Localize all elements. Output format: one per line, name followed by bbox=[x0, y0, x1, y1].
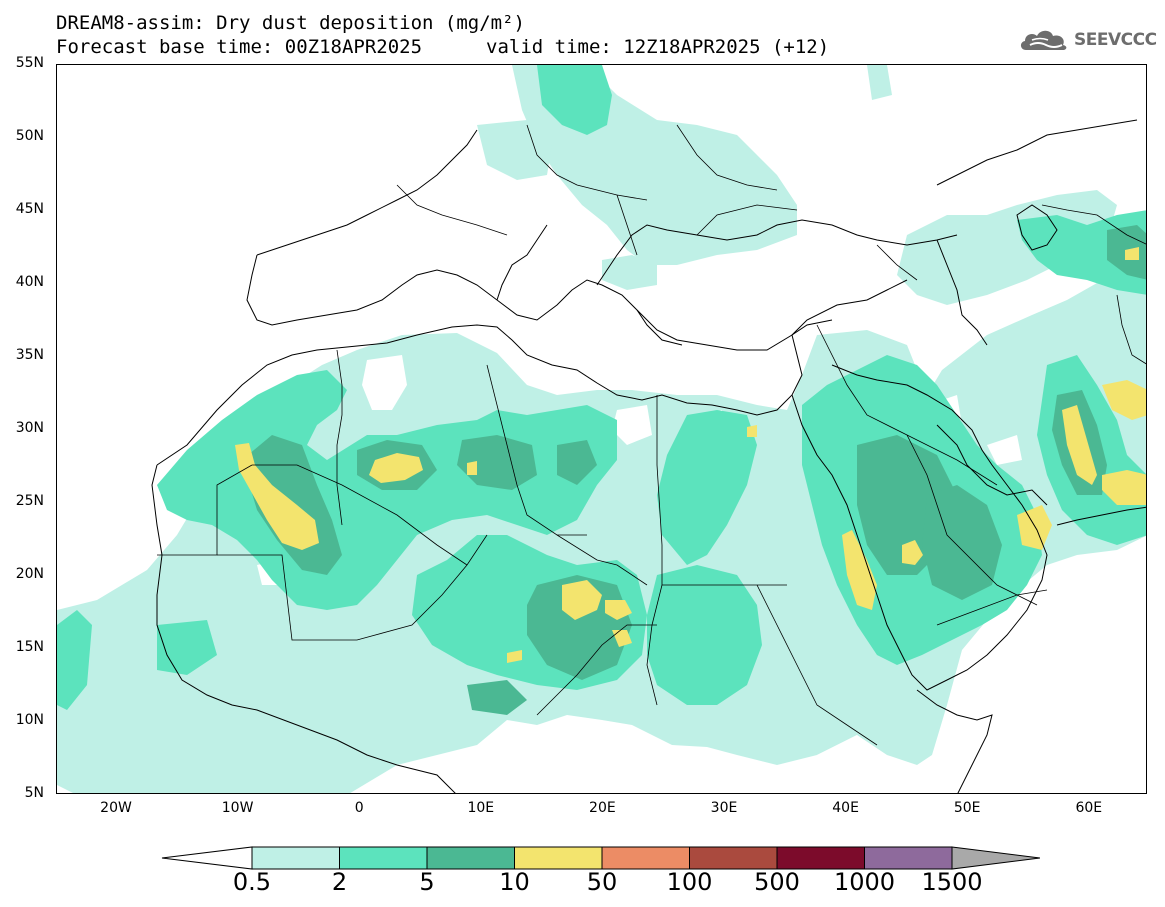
lat-label: 45N bbox=[15, 201, 44, 217]
colorbar-segment bbox=[776, 846, 865, 870]
colorbar-segment bbox=[426, 846, 515, 870]
cloud-icon bbox=[1020, 30, 1067, 50]
lat-label: 35N bbox=[15, 347, 44, 363]
colorbar-label: 10 bbox=[499, 868, 530, 896]
lon-label: 60E bbox=[1075, 800, 1103, 816]
coastlines bbox=[151, 119, 1146, 793]
colorbar-segment bbox=[251, 846, 340, 870]
colorbar-segment bbox=[514, 846, 603, 870]
lat-label: 15N bbox=[15, 639, 44, 655]
lat-label: 55N bbox=[15, 55, 44, 71]
colorbar bbox=[161, 846, 1040, 870]
forecast-base-time: Forecast base time: 00Z18APR2025 bbox=[56, 36, 423, 58]
colorbar-label: 500 bbox=[754, 868, 800, 896]
map-title: DREAM8-assim: Dry dust deposition (mg/m²… bbox=[56, 12, 525, 34]
colorbar-label: 50 bbox=[586, 868, 618, 896]
lon-label: 30E bbox=[710, 800, 738, 816]
lat-label: 10N bbox=[15, 712, 44, 728]
lon-label: 20E bbox=[589, 800, 616, 816]
colorbar-label: 2 bbox=[331, 868, 348, 896]
colorbar-segment bbox=[864, 846, 953, 870]
seevccc-logo: SEEVCCC bbox=[1018, 26, 1157, 54]
lat-label: 40N bbox=[15, 274, 44, 290]
colorbar-segment bbox=[601, 846, 690, 870]
valid-time: valid time: 12Z18APR2025 (+12) bbox=[486, 36, 830, 58]
colorbar-label: 1000 bbox=[833, 868, 896, 896]
colorbar-label: 5 bbox=[419, 868, 435, 896]
colorbar-high-arrow bbox=[951, 846, 1040, 870]
colorbar-segment bbox=[689, 846, 778, 870]
lon-label: 20W bbox=[100, 800, 132, 816]
lon-label: 10W bbox=[221, 800, 254, 816]
colorbar-low-arrow bbox=[161, 846, 253, 870]
lon-label: 10E bbox=[467, 800, 495, 816]
lat-label: 25N bbox=[15, 493, 44, 509]
dust-level-4-areas bbox=[235, 247, 1146, 663]
colorbar-label: 100 bbox=[666, 868, 713, 896]
dust-deposition-map[interactable] bbox=[57, 65, 1147, 794]
lat-label: 50N bbox=[15, 128, 44, 144]
lat-label: 20N bbox=[15, 566, 44, 582]
lat-label: 30N bbox=[15, 420, 44, 436]
logo-text: SEEVCCC bbox=[1074, 30, 1157, 50]
lon-label: 40E bbox=[832, 800, 859, 816]
lat-label: 5N bbox=[24, 785, 44, 801]
lon-label: 0 bbox=[354, 800, 364, 816]
colorbar-label: 0.5 bbox=[232, 868, 272, 896]
colorbar-segment bbox=[339, 846, 428, 870]
colorbar-label: 1500 bbox=[921, 868, 983, 896]
map-panel[interactable] bbox=[56, 64, 1147, 794]
country-borders bbox=[157, 124, 1146, 746]
lon-label: 50E bbox=[953, 800, 981, 816]
